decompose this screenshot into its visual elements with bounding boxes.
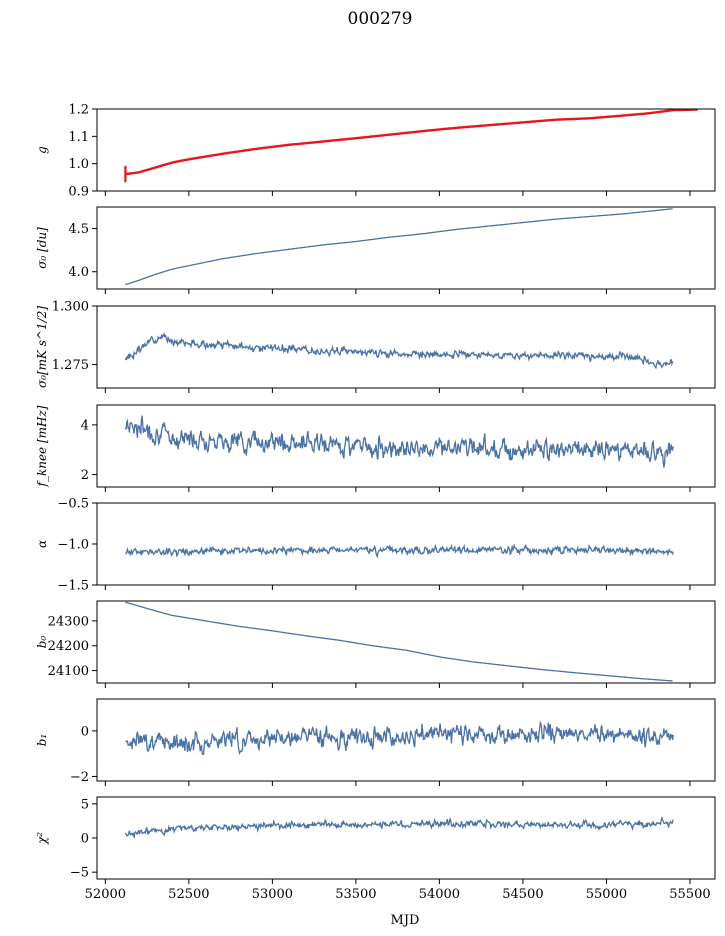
axes-frame-7 bbox=[96, 698, 716, 782]
panel-6: 24100 24200 24300 b₀ bbox=[35, 600, 716, 688]
axes-frame-1 bbox=[96, 108, 716, 192]
y-axis-label-2: σ₀ [du] bbox=[35, 227, 49, 269]
axes-frame-3 bbox=[96, 305, 716, 389]
y-tick-label: 0.9 bbox=[68, 185, 89, 200]
y-axis-label-1: g bbox=[35, 146, 49, 154]
y-tick-label: 1.2 bbox=[68, 103, 89, 118]
y-tick-label: 24100 bbox=[48, 664, 89, 679]
axes-frame-4 bbox=[96, 404, 716, 488]
y-tick-label: −5 bbox=[70, 866, 89, 881]
y-tick-label: 1.1 bbox=[68, 130, 89, 145]
series-line-1 bbox=[125, 109, 673, 176]
series-line-8 bbox=[124, 815, 674, 838]
y-tick-label: 0 bbox=[81, 832, 89, 847]
y-tick-label: 0 bbox=[81, 724, 89, 739]
y-tick-label: 4.5 bbox=[68, 222, 89, 237]
panel-2: 4.0 4.5 σ₀ [du] bbox=[35, 206, 716, 294]
panel-7: −2 0 b₁ bbox=[35, 698, 716, 786]
x-tick-label: 53500 bbox=[335, 887, 376, 902]
panel-4: 2 4 f_knee [mHz] bbox=[35, 404, 716, 492]
y-tick-label: 2 bbox=[81, 468, 89, 483]
y-tick-label: 4 bbox=[81, 418, 89, 433]
overlay-line-1 bbox=[125, 109, 698, 176]
axes-frame-2 bbox=[96, 206, 716, 290]
x-tick-label: 53000 bbox=[252, 887, 293, 902]
y-tick-label: −2 bbox=[70, 770, 89, 785]
x-axis-label: MJD bbox=[391, 913, 420, 928]
axes-frame-6 bbox=[96, 600, 716, 684]
x-tick-label: 54500 bbox=[502, 887, 543, 902]
panel-1: 0.9 1.0 1.1 1.2 g bbox=[35, 103, 716, 200]
y-tick-label: 5 bbox=[81, 797, 89, 812]
series-line-6 bbox=[125, 601, 673, 682]
series-line-3 bbox=[124, 331, 674, 370]
y-tick-label: 24200 bbox=[48, 639, 89, 654]
y-axis-label-7: b₁ bbox=[35, 734, 49, 747]
x-tick-label: 55500 bbox=[669, 887, 710, 902]
y-axis-label-8: χ² bbox=[35, 832, 49, 845]
axes-frame-8 bbox=[96, 796, 716, 880]
y-axis-label-3: σ₀[mK s^1/2] bbox=[35, 306, 49, 388]
series-line-4 bbox=[124, 415, 674, 468]
y-tick-label: 1.275 bbox=[52, 358, 89, 373]
panel-5: −1.5 −1.0 −0.5 α bbox=[35, 497, 716, 594]
panel-8: −5 0 5 52000 52500 53000 53500 54000 54500 55000 5… bbox=[35, 796, 716, 902]
y-axis-label-5: α bbox=[35, 540, 49, 548]
y-axis-label-6: b₀ bbox=[35, 636, 49, 649]
series-line-2 bbox=[125, 208, 673, 286]
figure-title: 000279 bbox=[348, 9, 413, 29]
y-tick-label: 24300 bbox=[48, 614, 89, 629]
panels: 0.9 1.0 1.1 1.2 g 4.0 4.5 σ₀ [du] 1.275 1.300σ₀[m… bbox=[35, 103, 716, 902]
y-tick-label: 4.0 bbox=[68, 265, 89, 280]
x-tick-label: 52500 bbox=[168, 887, 209, 902]
y-tick-label: 1.300 bbox=[52, 300, 89, 315]
y-tick-label: −0.5 bbox=[57, 497, 89, 512]
series-line-7 bbox=[125, 720, 674, 756]
y-tick-label: −1.5 bbox=[57, 579, 89, 594]
y-tick-label: −1.0 bbox=[57, 538, 89, 553]
y-axis-label-4: f_knee [mHz] bbox=[35, 405, 49, 487]
y-tick-label: 1.0 bbox=[68, 157, 89, 172]
x-tick-label: 54000 bbox=[419, 887, 460, 902]
axes-frame-5 bbox=[96, 502, 716, 586]
x-tick-label: 55000 bbox=[586, 887, 627, 902]
x-tick-label: 52000 bbox=[85, 887, 126, 902]
series-line-5 bbox=[124, 543, 674, 559]
